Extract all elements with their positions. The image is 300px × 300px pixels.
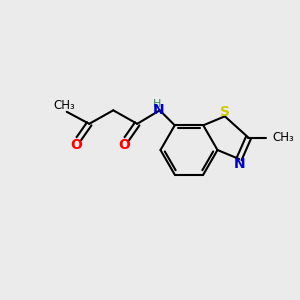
Text: S: S xyxy=(220,105,230,119)
Text: CH₃: CH₃ xyxy=(272,131,294,144)
Text: N: N xyxy=(152,103,164,117)
Text: H: H xyxy=(153,99,161,109)
Text: O: O xyxy=(118,138,130,152)
Text: N: N xyxy=(234,157,245,171)
Text: O: O xyxy=(70,138,82,152)
Text: CH₃: CH₃ xyxy=(53,99,75,112)
